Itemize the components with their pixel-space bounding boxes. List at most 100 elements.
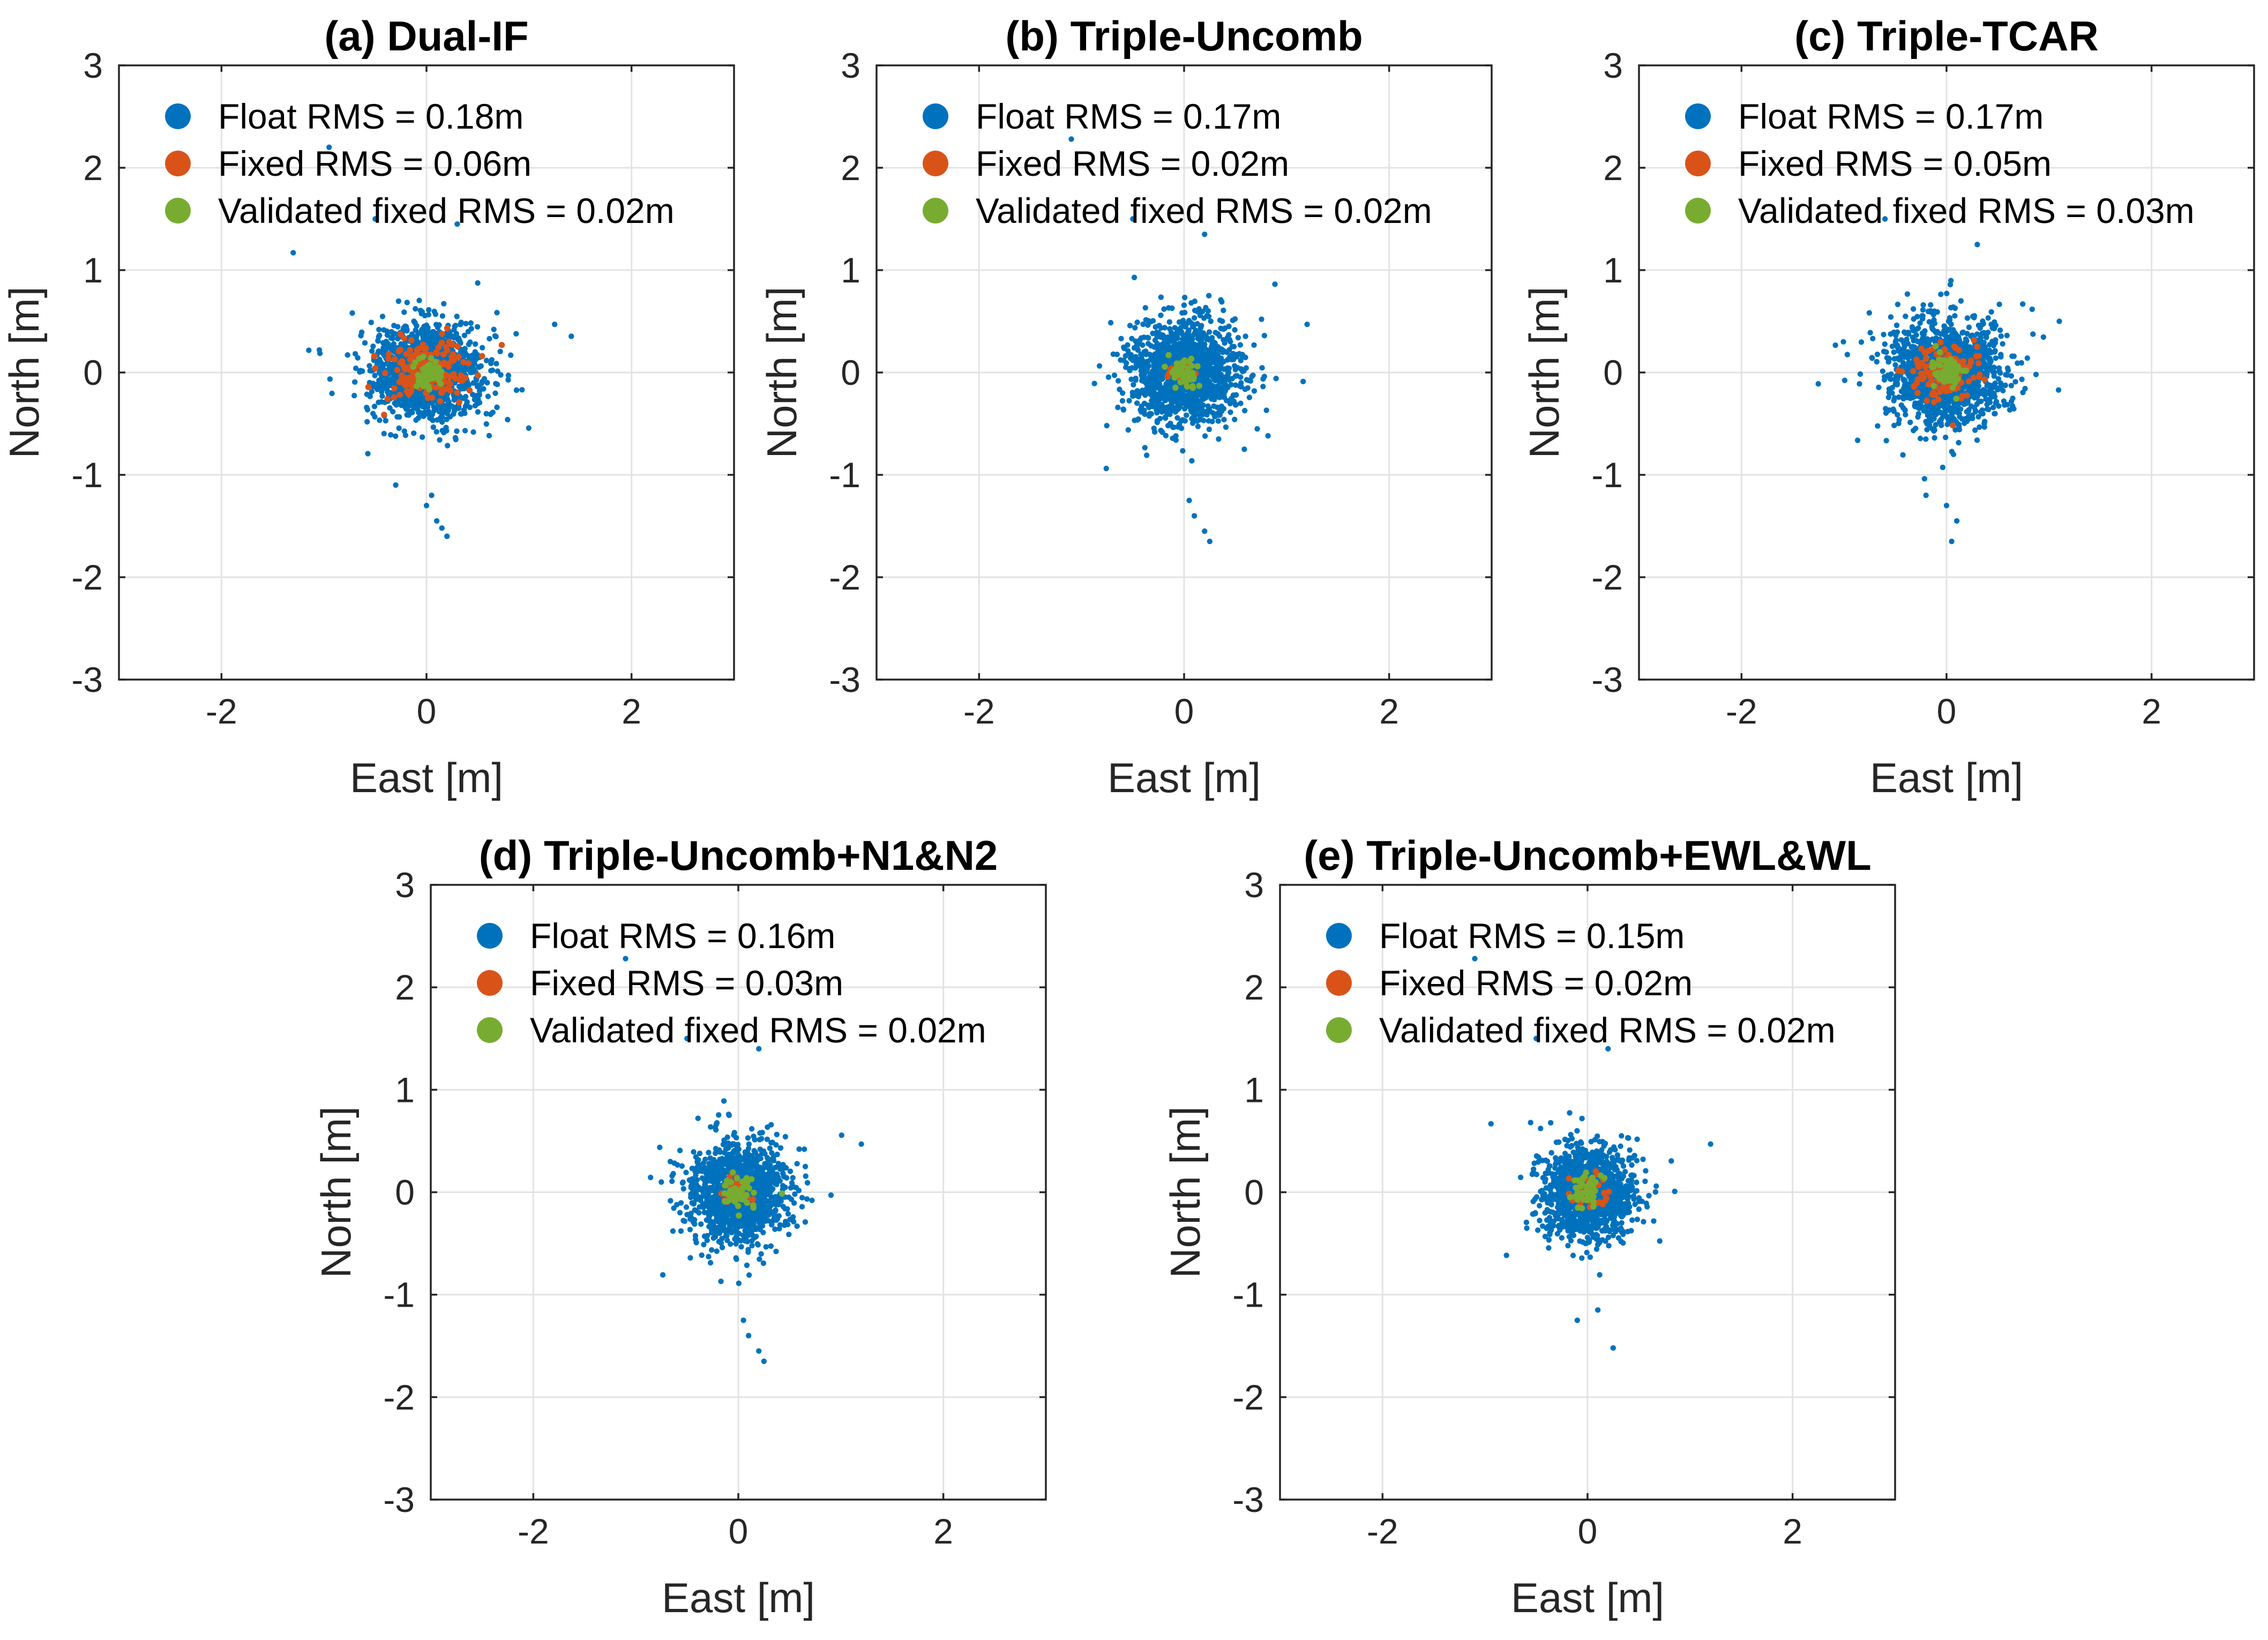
data-point <box>1189 321 1195 326</box>
data-point <box>1219 318 1225 324</box>
data-point <box>1151 352 1156 357</box>
legend-marker-float <box>923 103 948 129</box>
data-point <box>1887 407 1892 413</box>
data-point <box>411 430 416 436</box>
data-point <box>1993 323 1998 328</box>
data-point <box>1893 338 1899 343</box>
data-point <box>1162 343 1167 348</box>
data-point <box>1233 374 1238 379</box>
data-point <box>1161 307 1166 312</box>
data-point <box>1952 330 1958 336</box>
data-point <box>462 351 468 356</box>
data-point <box>1178 363 1185 370</box>
data-point <box>1202 333 1208 338</box>
data-point <box>2011 354 2017 359</box>
data-point <box>1133 365 1138 370</box>
data-point <box>1968 404 1974 409</box>
data-point <box>441 360 447 366</box>
data-point <box>1964 344 1969 349</box>
data-point <box>488 361 493 366</box>
data-point <box>349 310 355 316</box>
data-point <box>1155 420 1160 425</box>
data-point <box>1242 408 1247 413</box>
data-point <box>1988 309 1994 315</box>
data-point <box>1214 412 1219 417</box>
data-point <box>1252 388 1257 393</box>
data-point <box>2012 379 2018 384</box>
data-point <box>1134 400 1140 406</box>
data-point <box>439 331 445 337</box>
data-point <box>1200 402 1206 408</box>
data-point <box>463 394 468 399</box>
data-point <box>1891 408 1897 414</box>
data-point <box>1985 315 1990 320</box>
data-point <box>375 382 380 387</box>
data-point <box>384 329 390 334</box>
data-point <box>364 405 369 410</box>
data-point <box>1974 242 1980 247</box>
data-point <box>422 404 427 409</box>
data-point <box>1845 352 1850 357</box>
data-point <box>1217 394 1222 400</box>
data-point <box>376 348 381 354</box>
data-point <box>1192 315 1197 320</box>
data-point <box>1902 377 1907 383</box>
data-point <box>439 525 445 531</box>
data-point <box>382 370 388 376</box>
data-point <box>1191 375 1197 381</box>
data-point <box>1203 347 1209 352</box>
data-point <box>1203 390 1209 396</box>
data-point <box>414 398 419 403</box>
data-point <box>1179 426 1184 431</box>
data-point <box>450 352 456 358</box>
data-point <box>394 367 401 373</box>
data-point <box>479 353 485 360</box>
data-point <box>475 384 480 389</box>
data-point <box>1195 332 1201 338</box>
data-point <box>1932 435 1937 441</box>
chart-title: (a) Dual-IF <box>324 12 528 59</box>
data-point <box>1210 357 1215 362</box>
data-point <box>394 414 400 420</box>
data-point <box>1152 398 1158 403</box>
data-point <box>1167 319 1172 325</box>
data-point <box>1141 361 1147 366</box>
data-point <box>1132 274 1137 280</box>
data-point <box>2019 360 2024 366</box>
data-point <box>1202 528 1207 534</box>
data-point <box>1979 345 1985 351</box>
data-point <box>416 297 422 303</box>
data-point <box>1238 342 1243 347</box>
data-point <box>1146 318 1151 323</box>
data-point <box>1978 409 1983 414</box>
data-point <box>1162 325 1167 330</box>
data-point <box>1895 345 1900 350</box>
data-point <box>1300 379 1306 384</box>
data-point <box>1192 308 1197 313</box>
data-point <box>2056 318 2062 324</box>
data-point <box>386 351 392 357</box>
data-point <box>1159 372 1164 377</box>
data-point <box>412 403 417 408</box>
data-point <box>379 393 385 399</box>
data-point <box>391 375 396 380</box>
data-point <box>1158 312 1163 318</box>
data-point <box>1123 364 1128 370</box>
x-tick-label: 0 <box>417 691 437 731</box>
data-point <box>1221 308 1226 313</box>
data-point <box>402 377 409 383</box>
data-point <box>508 353 513 358</box>
data-point <box>505 377 511 383</box>
data-point <box>1180 337 1185 342</box>
data-point <box>453 435 458 441</box>
data-point <box>446 408 451 413</box>
y-tick-label: -1 <box>829 455 860 495</box>
data-point <box>376 327 381 332</box>
data-point <box>464 401 469 406</box>
data-point <box>1120 398 1125 404</box>
legend-label: Validated fixed RMS = 0.02m <box>976 191 1432 230</box>
data-point <box>461 407 467 413</box>
data-point <box>1158 395 1163 400</box>
